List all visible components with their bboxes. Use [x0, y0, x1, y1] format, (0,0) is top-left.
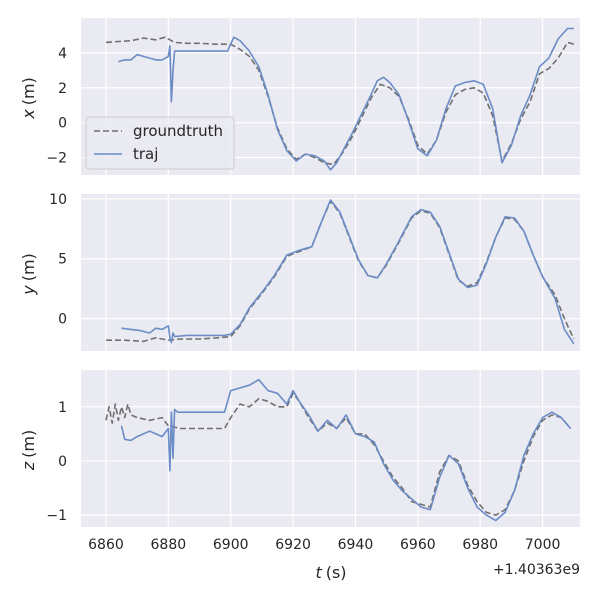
z-panel: −1 0 1 6860 6880 6900 6920 6940 6960 6980 7000 — [46, 370, 580, 553]
z-ylabel-unit: (m) — [19, 430, 38, 458]
legend-label-traj: traj — [133, 145, 158, 163]
time-xtick-label: 6960 — [400, 537, 436, 553]
y-axis-ylabel: y (m) — [19, 253, 38, 296]
y-series-traj — [121, 199, 575, 345]
time-xtick-label: 6880 — [151, 537, 187, 553]
x-ytick-label: 2 — [58, 81, 67, 97]
time-xtick-label: 6900 — [213, 537, 249, 553]
x-panel: −2 0 2 4 groundtruth traj — [46, 18, 580, 175]
time-xtick-label: 6980 — [462, 537, 498, 553]
time-offset-label: +1.40363e9 — [493, 562, 580, 578]
legend-label-groundtruth: groundtruth — [133, 122, 223, 140]
time-xtick-label: 7000 — [525, 537, 561, 553]
time-xlabel-unit: (s) — [326, 563, 347, 582]
time-xtick-label: 6940 — [338, 537, 374, 553]
x-axis-ylabel: x (m) — [19, 77, 38, 120]
time-xlabel-var: t — [315, 563, 322, 582]
x-series-traj — [118, 27, 574, 171]
x-ytick-label: −2 — [46, 151, 67, 167]
x-series-groundtruth — [105, 36, 575, 166]
z-ylabel-var: z — [19, 461, 38, 471]
legend: groundtruth traj — [85, 116, 235, 170]
z-ytick-label: 0 — [58, 454, 67, 470]
time-xtick-label: 6860 — [88, 537, 124, 553]
y-ylabel-unit: (m) — [19, 253, 38, 281]
y-ytick-label: 5 — [58, 252, 67, 268]
y-ytick-label: 0 — [58, 312, 67, 328]
z-series-traj — [120, 378, 572, 522]
x-ylabel-var: x — [19, 109, 38, 120]
z-ytick-label: −1 — [46, 508, 67, 524]
x-ytick-label: 4 — [58, 46, 67, 62]
y-plot-background — [81, 194, 580, 351]
z-plot-background — [81, 370, 580, 527]
x-ylabel-unit: (m) — [19, 77, 38, 105]
z-ytick-label: 1 — [58, 400, 67, 416]
x-ytick-label: 0 — [58, 116, 67, 132]
time-xtick-label: 6920 — [275, 537, 311, 553]
legend-box — [85, 116, 235, 170]
z-axis-ylabel: z (m) — [19, 430, 38, 471]
y-ytick-label: 10 — [49, 192, 67, 208]
y-panel: 0 5 10 — [49, 192, 580, 351]
time-xlabel: t (s) — [315, 563, 346, 582]
z-series-groundtruth — [105, 392, 572, 516]
y-ylabel-var: y — [19, 285, 38, 296]
